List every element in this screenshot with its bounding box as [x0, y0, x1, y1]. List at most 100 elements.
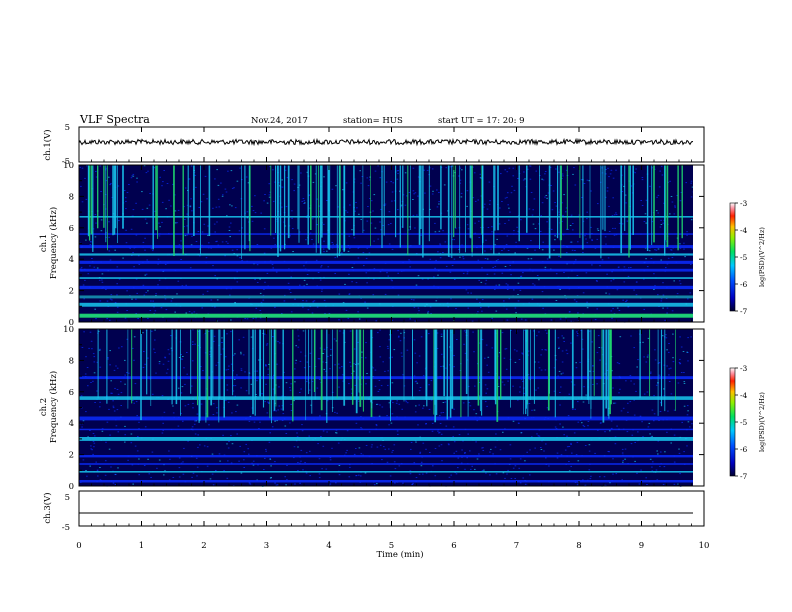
- ch1-spectrogram-noise: [563, 194, 565, 196]
- ch1-spectrogram-noise: [289, 292, 292, 293]
- ch2-spectrogram-noise: [642, 341, 644, 343]
- ch1-spectrogram-noise: [674, 206, 676, 208]
- ch2-spectrogram-noise: [221, 342, 223, 343]
- ch2-spectrogram-noise: [645, 477, 647, 479]
- ch1-spectrogram-noise: [496, 238, 498, 240]
- ch1-spectrogram-noise: [348, 293, 351, 295]
- ch2-spectrogram-noise: [438, 431, 441, 433]
- ch2-spectrogram-noise: [248, 420, 251, 422]
- ch1-spectrogram-noise: [105, 289, 107, 290]
- ch1-spectrogram-noise: [431, 193, 434, 195]
- ch1-spectrogram-noise: [536, 275, 539, 276]
- ch2-spectrogram-noise: [80, 395, 83, 397]
- ch1-spectrogram-noise: [183, 206, 185, 208]
- ch2-spectrogram-noise: [438, 445, 441, 447]
- ch1-spectrogram-noise: [643, 221, 646, 222]
- ch2-spectrogram-noise: [533, 409, 536, 411]
- ch1-spectrogram-noise: [262, 299, 265, 301]
- ch1-spectrogram-noise: [281, 206, 283, 208]
- ch1-spectrogram-noise: [227, 242, 229, 244]
- ch2-spectrogram-noise: [94, 402, 96, 403]
- ch2-spectrogram-noise: [524, 329, 526, 331]
- ch2-spectrogram-noise: [656, 479, 659, 481]
- ch2-spectrogram-noise: [386, 345, 389, 347]
- ch2-spectrogram-noise: [567, 415, 570, 417]
- ch1-spectrogram-noise: [504, 197, 507, 199]
- ch1-spectrogram-noise: [645, 258, 647, 260]
- ch1-spectrogram-noise: [512, 167, 515, 169]
- ch1-spectrogram-noise: [189, 205, 192, 207]
- ch2-spectrogram-noise: [672, 361, 675, 363]
- ch1-spectrogram-noise: [450, 298, 452, 300]
- ch1-spectrogram-noise: [264, 281, 266, 283]
- ch1-spectrogram-noise: [130, 228, 133, 230]
- ch1-colorbar-tick-label: -3: [740, 199, 748, 208]
- ch1-spectrogram-noise: [426, 169, 429, 171]
- ch2-spectrogram-noise: [306, 361, 309, 363]
- ch1-spectrogram-noise: [259, 317, 262, 319]
- ch2-spectrogram-noise: [622, 460, 624, 461]
- ch2-spectrogram-noise: [379, 404, 381, 406]
- ch2-spectrogram-noise: [439, 415, 441, 417]
- ch2-spectrogram-noise: [453, 355, 455, 357]
- ch1-spectrogram-noise: [390, 181, 392, 183]
- ch1-spectrogram-noise: [562, 214, 564, 216]
- ch2-spectrogram-noise: [128, 372, 130, 374]
- ch2-spectrogram-noise: [612, 387, 614, 389]
- ch2-spectrogram-noise: [673, 483, 676, 485]
- ch2-spectrogram-noise: [269, 458, 272, 460]
- ch1-spectrogram-noise: [655, 249, 658, 251]
- ch1-spectrogram-noise: [459, 182, 462, 184]
- ch1-spectrogram-noise: [126, 310, 128, 311]
- ch2-spectrogram-noise: [116, 409, 119, 411]
- ch1-spectrogram-noise: [449, 166, 452, 168]
- ch1-spectrogram-noise: [430, 313, 432, 314]
- ch2-spectrogram-noise: [377, 391, 380, 392]
- ch2-spectrogram-noise: [90, 382, 92, 383]
- ch2-spectrogram-noise: [163, 411, 166, 413]
- ch2-spectrogram-noise: [375, 425, 378, 427]
- ch2-spectrogram-noise: [377, 332, 379, 334]
- ch1-spectrogram-noise: [559, 289, 561, 290]
- ch2-spectrogram-noise: [353, 348, 356, 350]
- ch2-spectrogram-noise: [672, 333, 674, 335]
- ch2-spectrogram-noise: [651, 409, 654, 411]
- ch1-spectrogram-noise: [370, 200, 373, 202]
- ch1-spectrogram-noise: [608, 205, 610, 207]
- ch2-spectrogram-noise: [540, 369, 543, 371]
- ch2-spectrogram-noise: [180, 412, 182, 414]
- ch1-spectrogram-noise: [369, 198, 371, 199]
- ch1-spectrogram-noise: [150, 248, 153, 250]
- ch1-spectrogram-noise: [176, 222, 179, 224]
- ch1-spectrogram-noise: [162, 181, 164, 183]
- ch2-spectrogram-noise: [531, 436, 533, 438]
- ch1-spectrogram-noise: [491, 317, 493, 319]
- ch2-spectrogram-noise: [319, 415, 321, 417]
- ch2-spectrogram-noise: [168, 450, 170, 452]
- ch1-spectrogram-noise: [520, 219, 522, 221]
- ch2-spectrogram-noise: [558, 370, 561, 372]
- ch1-spectrogram-noise: [203, 223, 206, 225]
- ch2-spectrogram-noise: [533, 330, 535, 332]
- ch1-spectrogram-noise: [474, 222, 476, 224]
- ch1-spectrogram-noise: [116, 306, 119, 308]
- ch1-spectrogram-noise: [505, 244, 508, 246]
- ch1-spectrogram-noise: [391, 280, 393, 282]
- ch1-spectrogram-noise: [507, 192, 509, 194]
- ch1-spectrogram-noise: [207, 234, 209, 236]
- ch2-spectrogram-noise: [197, 446, 199, 448]
- ch1-spectrogram-noise: [501, 250, 503, 251]
- ch2-spectrogram-noise: [346, 449, 348, 451]
- ch2-spectrogram-noise: [415, 441, 417, 443]
- ch2-spectrogram-noise: [170, 347, 173, 349]
- ch1-spectrogram-noise: [128, 184, 130, 185]
- ch2-spectrogram-noise: [203, 445, 206, 447]
- ch2-spectrogram-noise: [238, 460, 240, 462]
- ch2-spectrogram-noise: [654, 359, 657, 361]
- ch2-spectrogram-noise: [620, 410, 623, 412]
- ch1-spectrogram-noise: [123, 190, 126, 191]
- ch1-spectrogram-noise: [143, 294, 146, 296]
- ch2-spectrogram-noise: [285, 382, 288, 384]
- ch1-spectrogram-noise: [159, 226, 161, 228]
- ch2-spectrogram-noise: [309, 475, 311, 477]
